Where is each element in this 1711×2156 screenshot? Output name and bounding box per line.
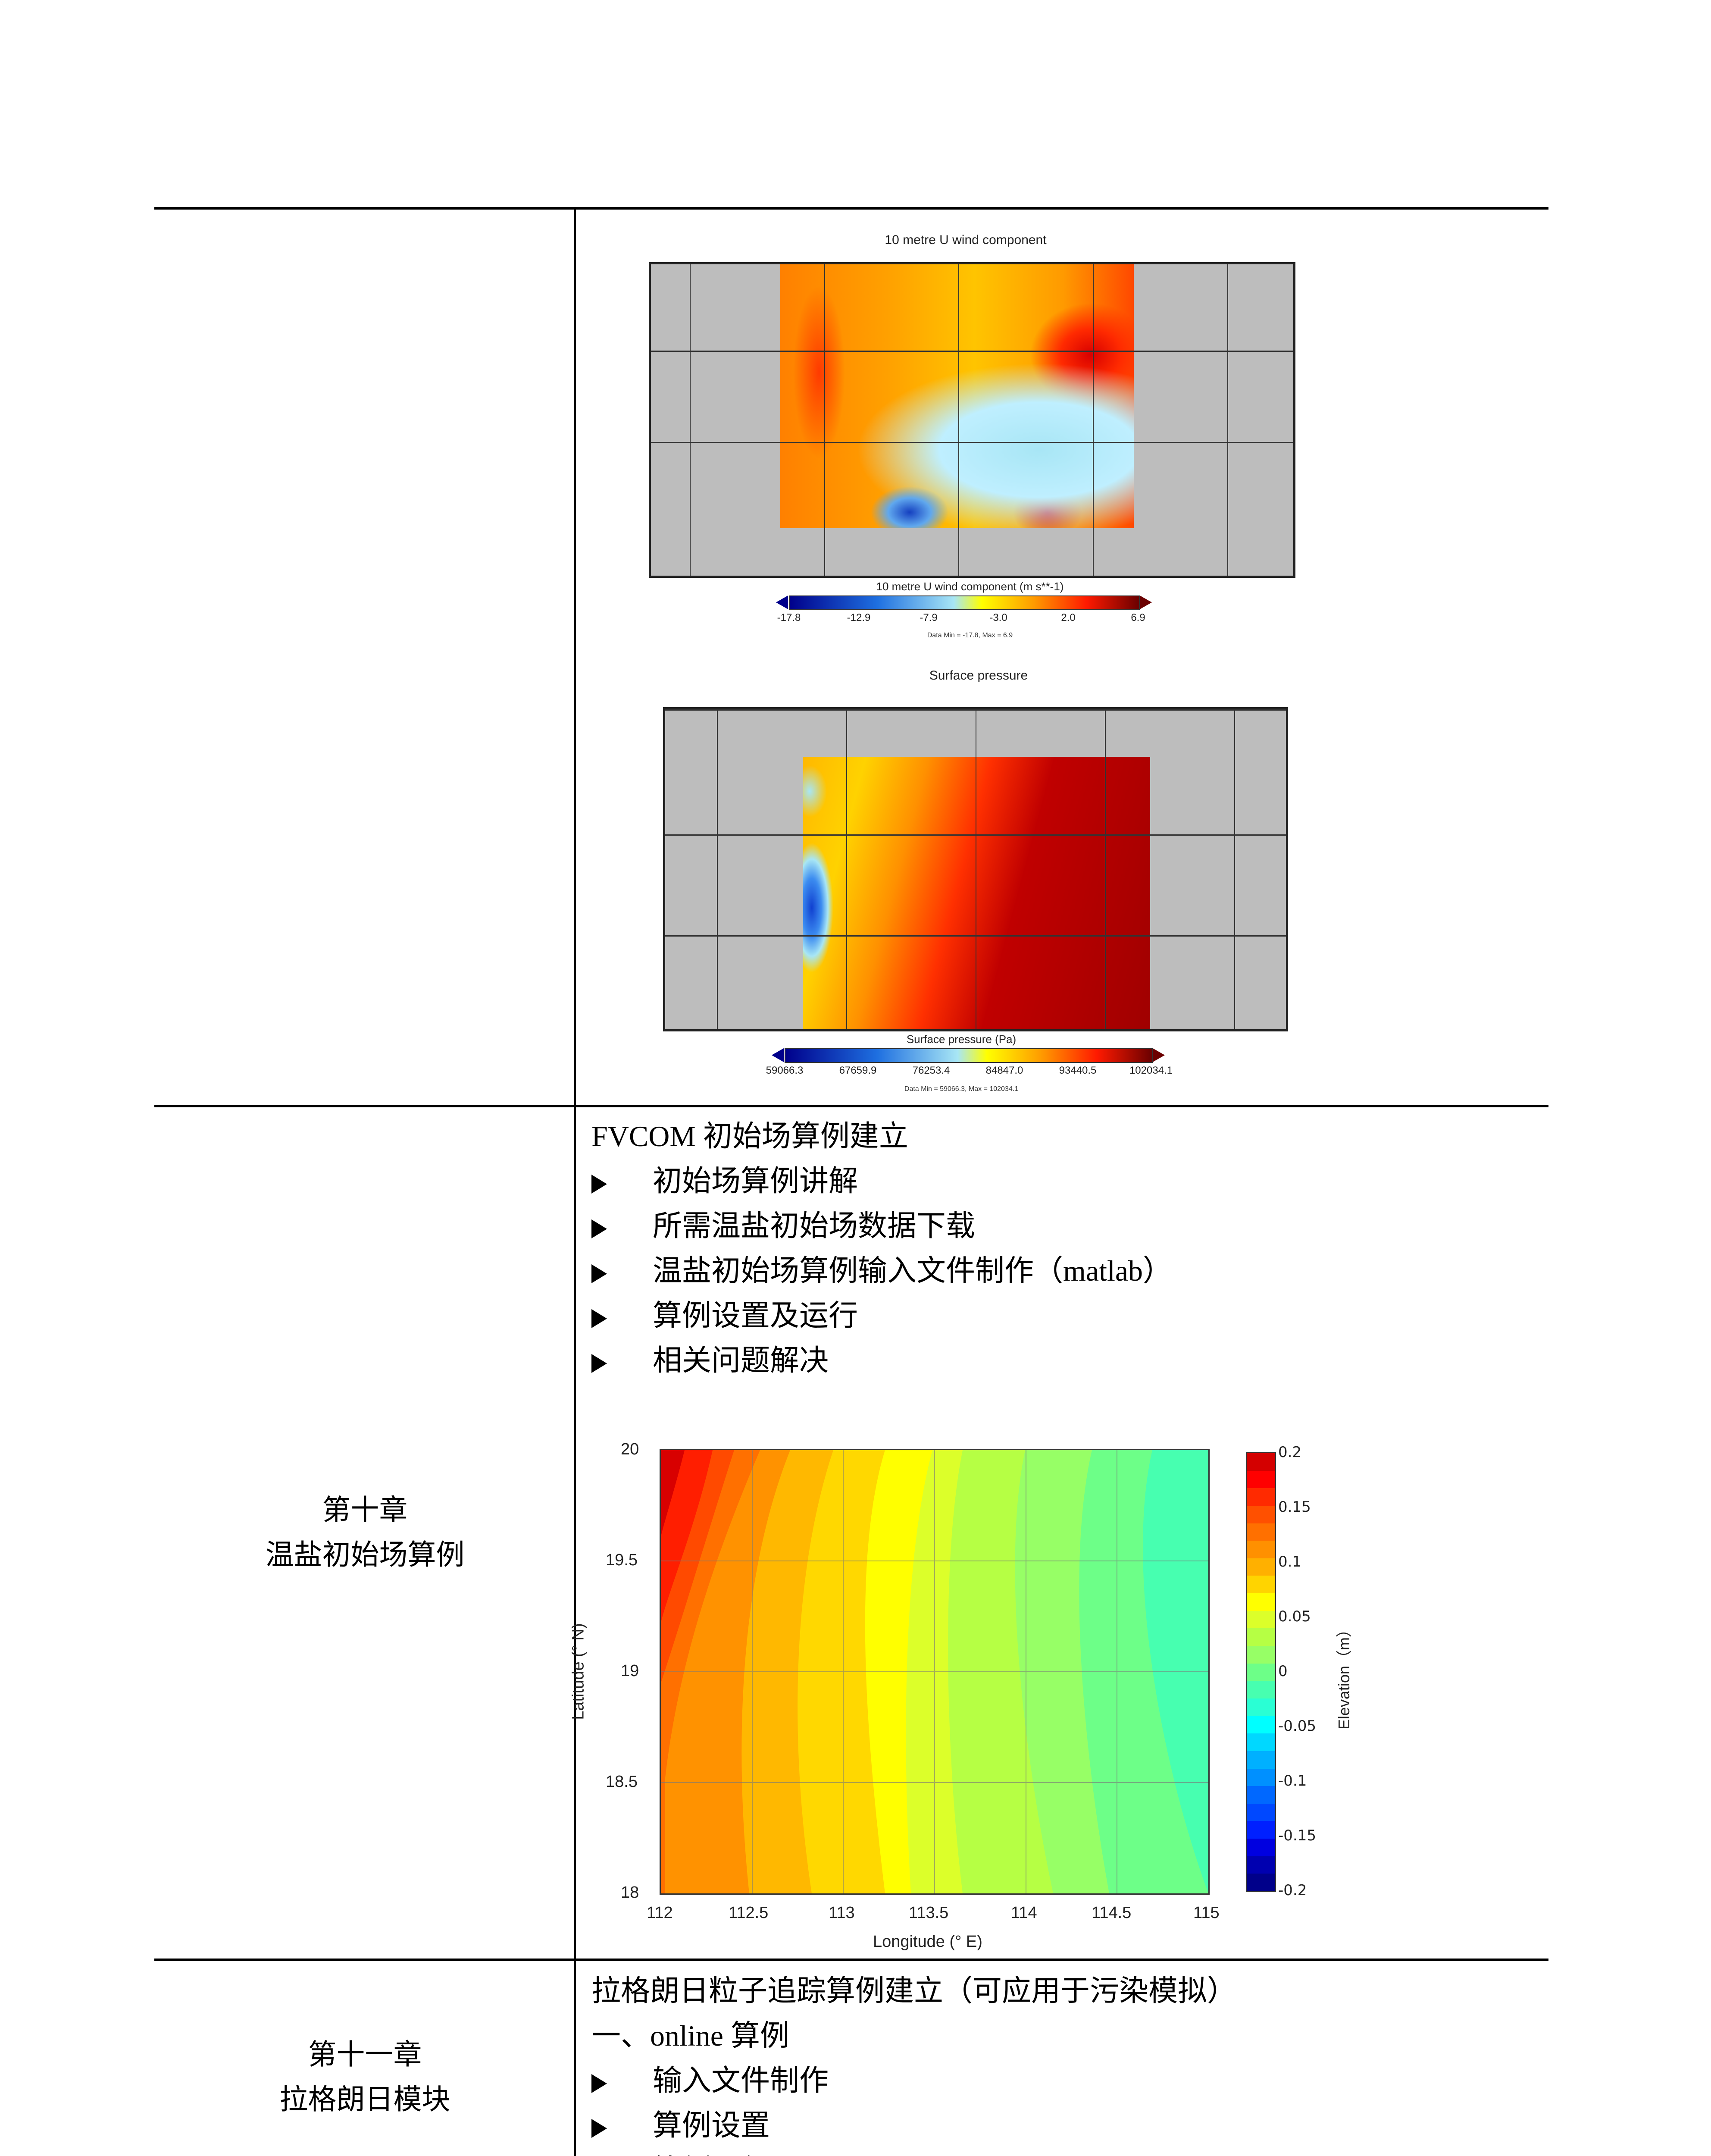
table-top-rule <box>154 207 1548 210</box>
x-tick: 115 <box>1193 1904 1220 1922</box>
colorbar-label: Elevation（m） <box>1335 1621 1353 1730</box>
pressure-figure-title: Surface pressure <box>929 668 1028 683</box>
arrow-bullet-icon <box>591 1219 607 1238</box>
x-tick: 114 <box>1011 1904 1037 1922</box>
list-item: 相关问题解决 <box>591 1338 829 1383</box>
wind-figure-title: 10 metre U wind component <box>885 233 1047 247</box>
section-heading: 拉格朗日粒子追踪算例建立（可应用于污染模拟） <box>591 1974 1237 2007</box>
chapter-10-label: 第十章 温盐初始场算例 <box>155 1107 575 1959</box>
arrow-bullet-icon <box>591 1309 607 1328</box>
colorbar-tick: 84847.0 <box>985 1065 1023 1076</box>
list-item: 初始场算例讲解 <box>591 1159 858 1203</box>
colorbar-tick: 67659.9 <box>839 1065 877 1076</box>
list-item: 温盐初始场算例输入文件制作（matlab） <box>591 1248 1172 1293</box>
arrow-bullet-icon <box>591 1354 607 1373</box>
colorbar-max-arrow <box>1140 595 1152 609</box>
wind-colorbar: 10 metre U wind component (m s**-1) -17.… <box>776 580 1164 645</box>
list-item: 所需温盐初始场数据下载 <box>591 1203 975 1248</box>
colorbar-tick: -0.2 <box>1278 1882 1307 1899</box>
list-item: 算例运行 <box>591 2148 770 2156</box>
wind-colorbar-label: 10 metre U wind component (m s**-1) <box>876 580 1064 593</box>
x-axis-label: Longitude (° E) <box>873 1933 982 1951</box>
list-item: 输入文件制作 <box>591 2058 829 2103</box>
colorbar-tick: 0 <box>1278 1663 1288 1680</box>
arrow-bullet-icon <box>591 2074 607 2093</box>
colorbar-tick: 76253.4 <box>912 1065 950 1076</box>
colorbar-tick: 2.0 <box>1061 612 1076 624</box>
table-row-rule-1 <box>154 1105 1548 1107</box>
colorbar-tick: -0.1 <box>1278 1772 1307 1789</box>
colorbar-tick: -12.9 <box>847 612 871 624</box>
x-tick: 114.5 <box>1092 1904 1132 1922</box>
y-tick: 20 <box>621 1440 639 1458</box>
arrow-bullet-icon <box>591 2119 607 2138</box>
elevation-colorbar <box>1246 1452 1276 1892</box>
pressure-map <box>663 707 1288 1031</box>
x-tick: 113 <box>829 1904 855 1922</box>
colorbar-tick: 93440.5 <box>1059 1065 1097 1076</box>
section-heading: FVCOM 初始场算例建立 <box>591 1120 908 1153</box>
table-column-divider <box>574 208 576 2156</box>
colorbar-tick: -7.9 <box>920 612 938 624</box>
arrow-bullet-icon <box>591 1175 607 1194</box>
x-tick: 112 <box>647 1904 673 1922</box>
list-item: 算例设置及运行 <box>591 1293 858 1338</box>
subsection-heading: 一、online 算例 <box>591 2019 789 2052</box>
colorbar-max-arrow <box>1153 1048 1165 1062</box>
y-tick: 19 <box>621 1662 639 1680</box>
colorbar-tick: 0.05 <box>1278 1608 1311 1625</box>
pressure-field <box>803 757 1150 1029</box>
colorbar-tick: 0.1 <box>1278 1553 1302 1570</box>
pressure-colorbar: Surface pressure (Pa) 59066.3 67659.9 76… <box>766 1033 1190 1097</box>
colorbar-min-arrow <box>772 1048 784 1062</box>
elevation-contour-plot <box>660 1449 1210 1895</box>
wind-data-minmax: Data Min = -17.8, Max = 6.9 <box>927 632 1013 639</box>
wind-colorbar-gradient <box>789 595 1140 610</box>
colorbar-min-arrow <box>776 595 788 609</box>
chapter-title: 温盐初始场算例 <box>265 1539 465 1571</box>
table-row-rule-2 <box>154 1959 1548 1961</box>
y-tick: 19.5 <box>606 1551 638 1569</box>
colorbar-tick: 0.2 <box>1278 1444 1302 1461</box>
pressure-data-minmax: Data Min = 59066.3, Max = 102034.1 <box>904 1085 1019 1093</box>
colorbar-tick: -0.15 <box>1278 1827 1316 1844</box>
wind-field <box>780 264 1134 528</box>
y-tick: 18.5 <box>606 1773 638 1791</box>
colorbar-tick: -3.0 <box>989 612 1007 624</box>
chapter-title: 拉格朗日模块 <box>279 2084 450 2115</box>
arrow-bullet-icon <box>591 1264 607 1283</box>
colorbar-tick: 6.9 <box>1131 612 1145 624</box>
colorbar-tick: 102034.1 <box>1129 1065 1173 1076</box>
list-item: 算例设置 <box>591 2103 770 2148</box>
chapter-number: 第十一章 <box>308 2039 422 2071</box>
pressure-colorbar-gradient <box>785 1048 1153 1063</box>
x-tick: 113.5 <box>909 1904 949 1922</box>
y-axis-label: Latitude (° N) <box>569 1623 588 1720</box>
colorbar-tick: 0.15 <box>1278 1498 1311 1516</box>
colorbar-tick: -0.05 <box>1278 1717 1316 1735</box>
y-tick: 18 <box>621 1883 639 1902</box>
wind-map <box>649 262 1295 578</box>
x-tick: 112.5 <box>729 1904 769 1922</box>
chapter-11-label: 第十一章 拉格朗日模块 <box>155 1961 575 2156</box>
chapter-number: 第十章 <box>322 1495 408 1526</box>
pressure-colorbar-label: Surface pressure (Pa) <box>906 1033 1017 1046</box>
colorbar-tick: -17.8 <box>777 612 801 624</box>
colorbar-tick: 59066.3 <box>766 1065 804 1076</box>
